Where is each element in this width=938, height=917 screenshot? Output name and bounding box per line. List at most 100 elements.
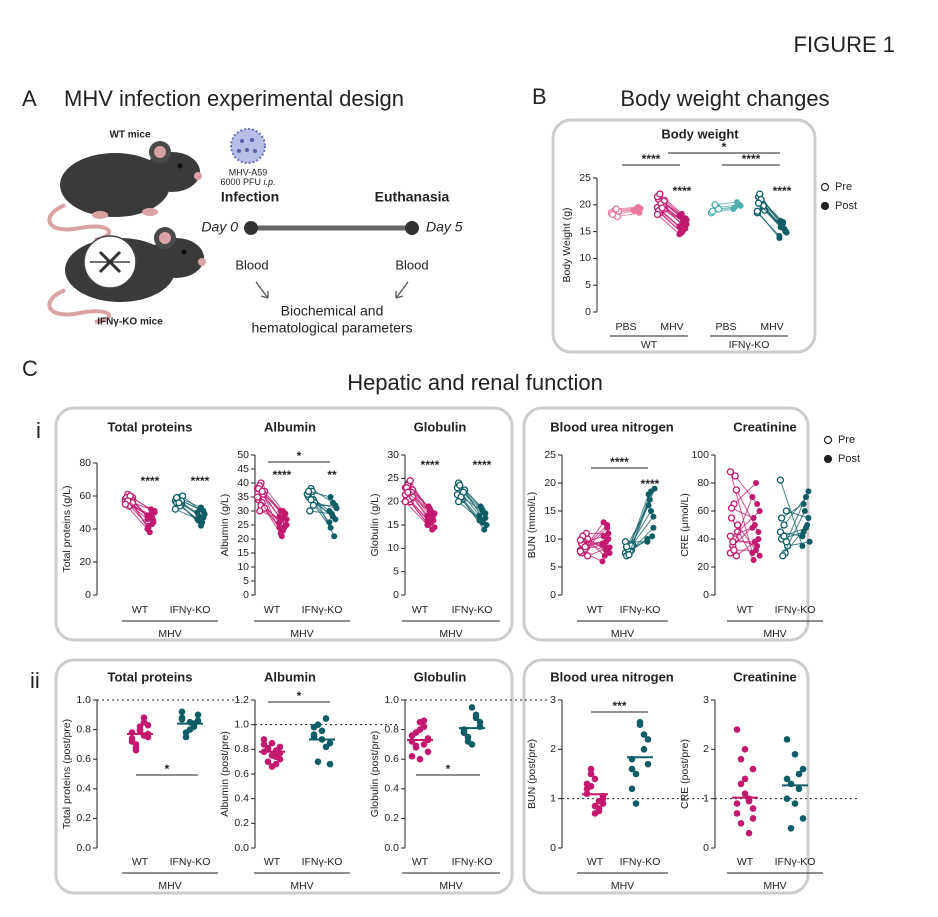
- point: [644, 736, 652, 743]
- post-point: [644, 538, 651, 545]
- point: [791, 750, 799, 758]
- significance-label: ****: [421, 458, 440, 472]
- point: [733, 800, 741, 807]
- pre-point: [608, 210, 617, 219]
- post-point: [144, 526, 151, 532]
- point: [733, 726, 741, 733]
- point: [420, 723, 428, 730]
- point: [132, 747, 140, 754]
- x-tick-label: MHV: [760, 321, 783, 333]
- y-tick-label: 2: [550, 743, 556, 755]
- pair-line: [784, 524, 808, 554]
- timeline-point: [405, 221, 419, 235]
- pre-point: [172, 493, 181, 502]
- pair-line: [628, 491, 652, 555]
- pre-point: [576, 536, 585, 544]
- y-tick-label: 0: [393, 589, 399, 601]
- post-point: [777, 224, 784, 231]
- pair-line: [260, 482, 284, 512]
- pre-point: [456, 481, 464, 489]
- y-tick-label: 0.6: [76, 753, 91, 765]
- pair-line: [781, 503, 804, 519]
- point: [587, 765, 595, 773]
- legend-label: Post: [838, 453, 860, 465]
- chart-title: Body weight: [661, 126, 739, 141]
- y-tick-label: 0.8: [76, 723, 91, 735]
- post-point: [277, 508, 284, 514]
- post-point: [751, 538, 758, 545]
- legend-marker: [820, 182, 830, 192]
- point: [591, 802, 599, 810]
- chart-title: Total proteins: [108, 669, 193, 684]
- y-tick-label: 0.8: [384, 723, 399, 735]
- point: [749, 805, 757, 812]
- point: [182, 733, 190, 741]
- significance-label: ***: [612, 699, 626, 713]
- virus-label: MHV-A59: [229, 167, 268, 177]
- panel-box: [54, 658, 514, 895]
- y-tick-label: 0: [703, 842, 709, 854]
- y-tick-label: 3: [703, 694, 709, 706]
- post-point: [332, 502, 339, 509]
- point: [644, 760, 652, 768]
- post-point: [754, 501, 761, 507]
- group-label: MHV: [763, 880, 786, 892]
- significance-label: ****: [673, 184, 692, 198]
- post-point: [650, 513, 657, 520]
- post-point: [426, 508, 433, 515]
- pre-point: [730, 546, 738, 554]
- post-point: [606, 544, 613, 551]
- x-tick-label: WT: [587, 604, 604, 616]
- significance-label: ****: [610, 455, 629, 469]
- panel-letter: A: [22, 86, 37, 111]
- significance-label: *: [165, 762, 170, 776]
- y-tick-label: 15: [579, 225, 591, 237]
- x-tick-label: WT: [264, 856, 281, 868]
- post-point: [635, 203, 642, 210]
- post-point: [149, 521, 156, 528]
- pre-point: [780, 521, 788, 529]
- point: [741, 790, 749, 798]
- pair-line: [714, 201, 738, 206]
- post-point: [198, 522, 204, 529]
- panel-title: MHV infection experimental design: [64, 86, 404, 111]
- pair-line: [660, 210, 684, 231]
- group-label: MHV: [611, 880, 634, 892]
- pre-point: [779, 552, 787, 560]
- pre-point: [658, 204, 666, 212]
- point: [322, 715, 330, 722]
- post-point: [431, 524, 438, 531]
- y-tick-label: 15: [237, 547, 249, 559]
- legend-marker: [823, 454, 833, 464]
- pre-point: [401, 498, 410, 506]
- y-tick-label: 30: [237, 505, 249, 517]
- significance-label: *: [446, 762, 451, 776]
- pair-line: [730, 527, 753, 537]
- point: [420, 717, 428, 725]
- pair-line: [616, 206, 639, 210]
- significance-label: **: [327, 468, 337, 482]
- chart-title: Creatinine: [733, 669, 797, 684]
- post-point: [799, 533, 806, 540]
- pre-point: [776, 476, 785, 484]
- y-tick-label: 60: [697, 505, 709, 517]
- pair-line: [584, 524, 608, 548]
- significance-label: ****: [273, 468, 292, 482]
- pre-point: [732, 486, 741, 494]
- y-tick-label: 10: [237, 561, 249, 573]
- point: [636, 718, 644, 726]
- group-label: MHV: [439, 880, 462, 892]
- y-tick-label: 0.0: [234, 842, 249, 854]
- y-tick-label: 30: [387, 449, 399, 461]
- pre-point: [726, 532, 735, 540]
- point: [408, 732, 416, 739]
- point: [640, 731, 648, 738]
- point: [587, 783, 595, 790]
- post-point: [482, 510, 489, 517]
- pair-line: [659, 193, 683, 215]
- x-tick-label: IFNγ-KO: [170, 856, 211, 868]
- point: [412, 742, 420, 750]
- pair-line: [580, 539, 603, 544]
- legend-label: Post: [835, 200, 857, 212]
- pair-line: [626, 505, 650, 548]
